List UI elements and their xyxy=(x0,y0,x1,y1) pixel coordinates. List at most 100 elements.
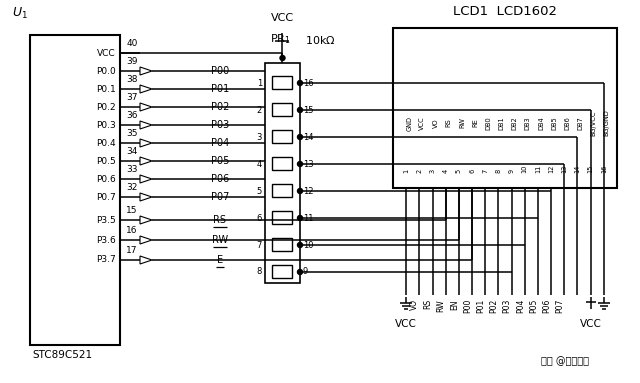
Text: P01: P01 xyxy=(476,299,485,313)
Text: 13: 13 xyxy=(561,165,567,173)
Text: 37: 37 xyxy=(126,93,138,102)
Text: P3.6: P3.6 xyxy=(96,236,116,244)
Text: 17: 17 xyxy=(126,246,138,255)
Text: P05: P05 xyxy=(529,299,538,313)
Bar xyxy=(273,157,292,170)
Text: 1: 1 xyxy=(257,79,262,87)
Text: BG/VCC: BG/VCC xyxy=(591,110,596,136)
Bar xyxy=(273,238,292,251)
Text: P06: P06 xyxy=(211,174,229,184)
Text: 6: 6 xyxy=(257,213,262,223)
Text: RW: RW xyxy=(436,299,445,312)
Polygon shape xyxy=(140,193,152,201)
Text: P3.5: P3.5 xyxy=(96,216,116,224)
Text: DB7: DB7 xyxy=(577,116,584,130)
Polygon shape xyxy=(140,157,152,165)
Polygon shape xyxy=(140,216,152,224)
Circle shape xyxy=(298,134,303,139)
Text: P00: P00 xyxy=(211,66,229,76)
Text: 13: 13 xyxy=(303,159,314,169)
Text: VCC: VCC xyxy=(580,319,602,329)
Polygon shape xyxy=(140,139,152,147)
Text: 3: 3 xyxy=(257,133,262,141)
Bar xyxy=(273,130,292,143)
Text: E: E xyxy=(217,255,223,265)
Text: 1: 1 xyxy=(403,169,409,173)
Text: 11: 11 xyxy=(303,213,314,223)
Polygon shape xyxy=(140,67,152,75)
Text: VO: VO xyxy=(410,299,419,310)
Text: 10: 10 xyxy=(303,241,314,249)
Text: DB5: DB5 xyxy=(551,116,557,130)
Text: DB4: DB4 xyxy=(538,116,544,130)
Text: P04: P04 xyxy=(516,299,525,313)
Circle shape xyxy=(298,242,303,247)
Bar xyxy=(30,35,120,345)
Text: RS: RS xyxy=(214,215,227,225)
Text: STC89C521: STC89C521 xyxy=(32,350,92,360)
Polygon shape xyxy=(140,256,152,264)
Text: PR$_1$: PR$_1$ xyxy=(270,32,291,46)
Text: 6: 6 xyxy=(469,169,475,173)
Text: P01: P01 xyxy=(211,84,229,94)
Text: 36: 36 xyxy=(126,111,138,120)
Polygon shape xyxy=(140,85,152,93)
Text: P0.7: P0.7 xyxy=(96,193,116,201)
Text: P0.5: P0.5 xyxy=(96,157,116,165)
Text: RW: RW xyxy=(459,118,465,128)
Bar xyxy=(273,265,292,278)
Text: RS: RS xyxy=(424,299,433,309)
Text: 15: 15 xyxy=(303,105,314,115)
Polygon shape xyxy=(140,236,152,244)
Circle shape xyxy=(298,108,303,113)
Text: $U_1$: $U_1$ xyxy=(12,5,28,21)
Text: 7: 7 xyxy=(482,169,488,173)
Text: P0.4: P0.4 xyxy=(97,139,116,147)
Polygon shape xyxy=(140,175,152,183)
Text: BG/GND: BG/GND xyxy=(604,110,610,136)
Text: DB2: DB2 xyxy=(511,116,518,130)
Text: 11: 11 xyxy=(535,165,541,173)
Text: 3: 3 xyxy=(429,169,436,173)
Polygon shape xyxy=(140,121,152,129)
Circle shape xyxy=(298,216,303,221)
Text: 15: 15 xyxy=(588,165,594,173)
Text: VCC: VCC xyxy=(419,116,426,130)
Text: 39: 39 xyxy=(126,57,138,66)
Text: P06: P06 xyxy=(542,299,551,313)
Text: 8: 8 xyxy=(495,169,501,173)
Text: P0.0: P0.0 xyxy=(96,67,116,75)
Circle shape xyxy=(298,80,303,85)
Text: DB1: DB1 xyxy=(499,116,504,130)
Text: VCC: VCC xyxy=(97,49,116,57)
Text: 16: 16 xyxy=(126,226,138,235)
Text: 10: 10 xyxy=(522,165,528,173)
Text: 15: 15 xyxy=(126,206,138,215)
Text: 7: 7 xyxy=(257,241,262,249)
Text: VCC: VCC xyxy=(396,319,417,329)
Text: 35: 35 xyxy=(126,129,138,138)
Circle shape xyxy=(298,270,303,275)
Text: P05: P05 xyxy=(211,156,229,166)
Text: GND: GND xyxy=(406,116,412,131)
Text: P3.7: P3.7 xyxy=(96,255,116,265)
Text: 2: 2 xyxy=(417,169,422,173)
Text: RS: RS xyxy=(445,119,452,128)
Text: 34: 34 xyxy=(126,147,138,156)
Text: P04: P04 xyxy=(211,138,229,148)
Text: P02: P02 xyxy=(490,299,499,313)
Text: RE: RE xyxy=(472,119,478,128)
Text: 9: 9 xyxy=(303,267,308,277)
Bar xyxy=(273,211,292,224)
Text: P0.2: P0.2 xyxy=(97,103,116,111)
Text: 40: 40 xyxy=(126,39,138,48)
Text: 5: 5 xyxy=(456,169,462,173)
Text: 12: 12 xyxy=(548,165,554,173)
Text: 14: 14 xyxy=(303,133,314,141)
Text: 16: 16 xyxy=(601,165,607,173)
Text: 10k$\Omega$: 10k$\Omega$ xyxy=(305,34,335,46)
Text: P0.6: P0.6 xyxy=(96,175,116,183)
Text: 8: 8 xyxy=(257,267,262,277)
Text: 16: 16 xyxy=(303,79,314,87)
Text: 2: 2 xyxy=(257,105,262,115)
